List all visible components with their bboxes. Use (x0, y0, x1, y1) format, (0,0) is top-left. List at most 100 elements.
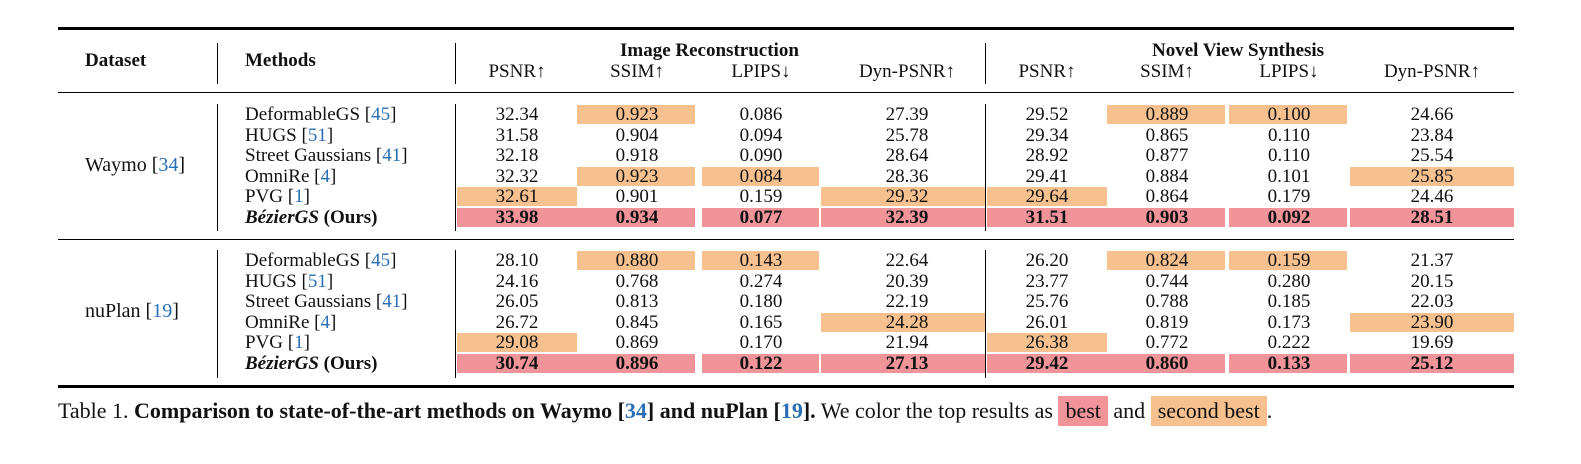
second-best-highlight (1350, 166, 1514, 186)
second-best-highlight (1107, 251, 1225, 270)
second-best-highlight (457, 333, 577, 353)
citation-link[interactable]: 41 (382, 145, 402, 167)
citation-bracket: ] (303, 332, 310, 354)
citation-link[interactable]: 34 (624, 398, 647, 423)
value-cell: 0.274 (739, 270, 783, 292)
metric-header: PSNR↑ (1018, 61, 1076, 82)
second-best-highlight (577, 166, 695, 186)
value-cell: 22.03 (1410, 291, 1454, 313)
value-cell: 22.64 (885, 250, 929, 271)
dataset-label: Waymo [34] (85, 154, 185, 177)
value-cell: 0.092 (1267, 207, 1311, 228)
value-cell: 29.08 (495, 332, 539, 354)
citation-link[interactable]: 41 (382, 291, 402, 313)
value-cell: 0.077 (739, 207, 783, 228)
value-cell: 21.37 (1410, 250, 1454, 271)
value-cell: 0.143 (739, 250, 783, 271)
value-cell: 0.185 (1267, 291, 1311, 313)
value-cell: 0.788 (1145, 291, 1189, 313)
citation-link[interactable]: 4 (320, 311, 330, 333)
table-caption: Table 1. Comparison to state-of-the-art … (58, 396, 1272, 426)
second-best-highlight (1229, 105, 1347, 124)
value-cell: 0.864 (1145, 186, 1189, 208)
citation-link[interactable]: 51 (307, 124, 327, 146)
column-divider (217, 43, 218, 84)
value-cell: 0.179 (1267, 186, 1311, 208)
metric-header: SSIM↑ (1140, 61, 1194, 82)
method-name: OmniRe [4] (245, 312, 336, 333)
methods-header: Methods (245, 50, 316, 71)
best-swatch: best (1058, 396, 1108, 426)
value-cell: 32.18 (495, 145, 539, 167)
metric-header: PSNR↑ (488, 61, 546, 82)
citation-link[interactable]: 45 (371, 250, 391, 271)
citation-bracket: ] (390, 250, 397, 271)
caption-text: . (1266, 398, 1273, 423)
citation-link[interactable]: 51 (307, 270, 327, 292)
value-cell: 32.32 (495, 165, 539, 187)
value-cell: 19.69 (1410, 332, 1454, 354)
best-highlight (702, 354, 819, 373)
method-name-text: HUGS [ (245, 124, 308, 146)
column-divider (455, 104, 456, 231)
second-best-highlight (1107, 105, 1225, 124)
value-cell: 29.32 (885, 186, 929, 208)
value-cell: 0.159 (1267, 250, 1311, 271)
value-cell: 27.39 (885, 104, 929, 125)
value-cell: 0.824 (1145, 250, 1189, 271)
best-highlight (821, 354, 986, 373)
value-cell: 0.133 (1267, 353, 1311, 374)
column-divider (217, 104, 218, 231)
method-name-ours: BézierGS (Ours) (245, 207, 377, 228)
second-best-highlight (821, 312, 986, 332)
metric-header: LPIPS↓ (1259, 61, 1319, 82)
value-cell: 0.090 (739, 145, 783, 167)
caption-prefix: Table 1. (58, 398, 135, 423)
value-cell: 0.865 (1145, 124, 1189, 146)
citation-link[interactable]: 19 (152, 300, 173, 322)
value-cell: 0.094 (739, 124, 783, 146)
method-name-suffix: (Ours) (318, 353, 378, 374)
citation-bracket: ] (401, 145, 408, 167)
value-cell: 28.10 (495, 250, 539, 271)
best-highlight (702, 208, 819, 227)
value-cell: 0.903 (1145, 207, 1189, 228)
second-best-highlight (577, 105, 695, 124)
second-best-highlight (1350, 312, 1514, 332)
column-divider (985, 43, 986, 84)
method-name-text: HUGS [ (245, 270, 308, 292)
method-name-text: DeformableGS [ (245, 104, 372, 125)
caption-text: and (1107, 398, 1151, 423)
caption-text: We color the top results as (815, 398, 1059, 423)
best-highlight (577, 354, 695, 373)
citation-bracket: ] (329, 311, 337, 333)
best-highlight (1107, 208, 1225, 227)
value-cell: 0.934 (615, 207, 659, 228)
value-cell: 22.19 (885, 291, 929, 313)
value-cell: 32.34 (495, 104, 539, 125)
citation-link[interactable]: 34 (158, 154, 179, 176)
citation-bracket: ] (303, 186, 310, 208)
value-cell: 25.12 (1410, 353, 1454, 374)
citation-link[interactable]: 1 (294, 186, 304, 208)
citation-link[interactable]: 45 (371, 104, 391, 125)
value-cell: 0.084 (739, 165, 783, 187)
value-cell: 24.46 (1410, 186, 1454, 208)
value-cell: 0.819 (1145, 311, 1189, 333)
citation-link[interactable]: 19 (780, 398, 803, 423)
dataset-name-close: ] (178, 154, 186, 176)
value-cell: 0.222 (1267, 332, 1311, 354)
best-highlight (1229, 354, 1347, 373)
citation-link[interactable]: 1 (294, 332, 304, 354)
method-name: PVG [1] (245, 186, 310, 207)
method-name: HUGS [51] (245, 125, 333, 146)
value-cell: 25.76 (1025, 291, 1069, 313)
value-cell: 26.38 (1025, 332, 1069, 354)
value-cell: 29.34 (1025, 124, 1069, 146)
value-cell: 20.15 (1410, 270, 1454, 292)
citation-link[interactable]: 4 (320, 165, 330, 187)
value-cell: 28.36 (885, 165, 929, 187)
value-cell: 27.13 (885, 353, 929, 374)
metric-header: Dyn-PSNR↑ (858, 61, 956, 82)
value-cell: 24.66 (1410, 104, 1454, 125)
